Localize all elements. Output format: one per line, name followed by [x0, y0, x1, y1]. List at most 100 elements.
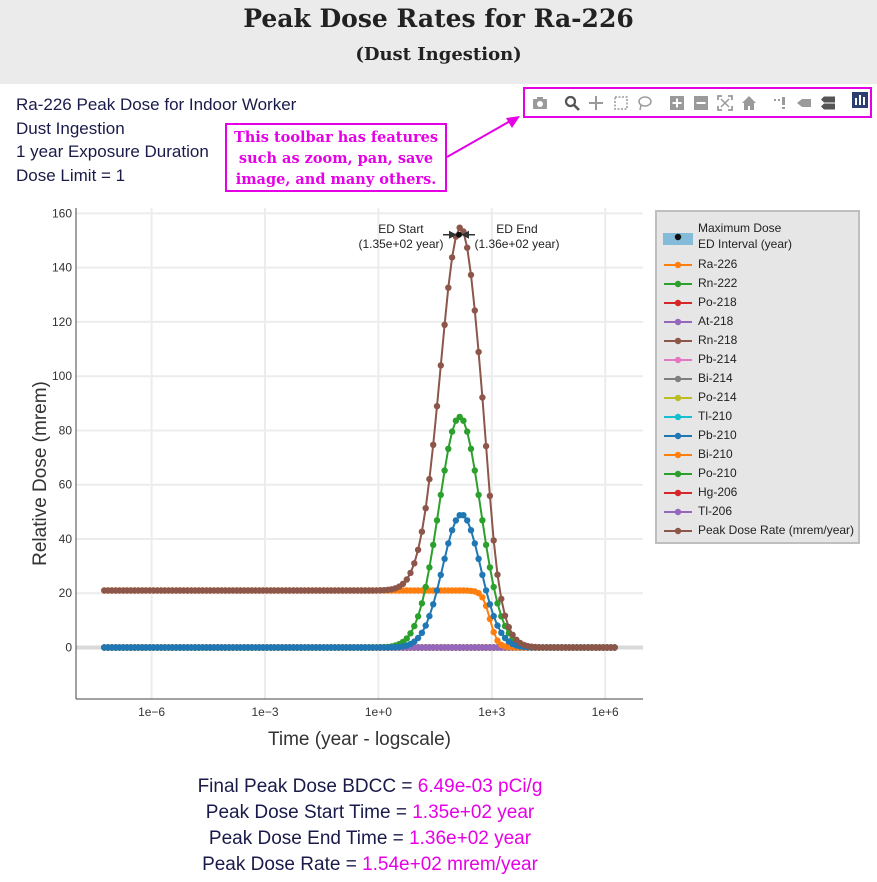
data-point[interactable]	[441, 555, 448, 562]
data-point[interactable]	[437, 571, 444, 579]
data-point[interactable]	[411, 622, 418, 630]
hover-closest-icon[interactable]	[796, 95, 812, 111]
data-point[interactable]	[486, 492, 494, 499]
data-point[interactable]	[430, 541, 437, 549]
data-point[interactable]	[490, 628, 497, 636]
data-point[interactable]	[414, 613, 422, 620]
spike-lines-icon[interactable]	[772, 95, 788, 111]
legend-item-at-218[interactable]: At-218	[657, 313, 857, 331]
legend-item-peak-dose-rate-mrem-year-[interactable]: Peak Dose Rate (mrem/year)	[657, 522, 857, 540]
zoom-icon[interactable]	[564, 95, 580, 111]
legend-item-tl-206[interactable]: Tl-206	[657, 503, 857, 521]
data-point[interactable]	[426, 612, 433, 620]
data-point[interactable]	[445, 445, 452, 452]
camera-icon[interactable]	[532, 95, 548, 111]
data-point[interactable]	[475, 348, 482, 356]
legend-item-pb-214[interactable]: Pb-214	[657, 351, 857, 369]
data-point[interactable]	[448, 428, 456, 435]
data-point[interactable]	[471, 467, 478, 474]
data-point[interactable]	[437, 491, 444, 499]
data-point[interactable]	[414, 546, 422, 553]
data-point[interactable]	[399, 580, 407, 587]
data-point[interactable]	[486, 564, 494, 571]
data-point[interactable]	[418, 528, 426, 535]
data-point[interactable]	[418, 600, 426, 607]
legend-item-ra-226[interactable]: Ra-226	[657, 256, 857, 274]
data-point[interactable]	[505, 623, 512, 631]
data-point[interactable]	[498, 595, 505, 603]
data-point[interactable]	[464, 428, 471, 435]
data-point[interactable]	[494, 637, 501, 644]
data-point[interactable]	[441, 467, 448, 474]
data-point[interactable]	[475, 590, 482, 597]
data-point[interactable]	[494, 571, 501, 578]
data-point[interactable]	[448, 527, 456, 534]
max-dose-point[interactable]	[455, 231, 462, 238]
data-point[interactable]	[498, 629, 505, 636]
data-point[interactable]	[611, 644, 618, 651]
data-point[interactable]	[411, 560, 418, 567]
data-point[interactable]	[448, 254, 456, 261]
data-point[interactable]	[467, 271, 475, 279]
data-point[interactable]	[445, 284, 452, 291]
legend-item-po-214[interactable]: Po-214	[657, 389, 857, 407]
data-point[interactable]	[407, 630, 414, 637]
data-point[interactable]	[490, 537, 497, 544]
data-point[interactable]	[460, 512, 467, 519]
legend-item-pb-210[interactable]: Pb-210	[657, 427, 857, 445]
data-point[interactable]	[426, 564, 433, 571]
box-select-icon[interactable]	[613, 95, 629, 111]
data-point[interactable]	[464, 244, 471, 251]
data-point[interactable]	[403, 576, 410, 583]
legend-item-rn-222[interactable]: Rn-222	[657, 275, 857, 293]
legend-item-max-dose[interactable]: Maximum Dose ED Interval (year)	[657, 220, 857, 254]
data-point[interactable]	[467, 445, 475, 452]
pan-icon[interactable]	[588, 95, 604, 111]
zoom-out-icon[interactable]	[693, 95, 709, 111]
data-point[interactable]	[430, 601, 437, 608]
data-point[interactable]	[479, 594, 486, 601]
data-point[interactable]	[422, 622, 429, 629]
data-point[interactable]	[471, 307, 478, 314]
zoom-in-icon[interactable]	[669, 95, 685, 111]
data-point[interactable]	[433, 587, 441, 594]
data-point[interactable]	[464, 517, 471, 524]
data-point[interactable]	[509, 631, 516, 638]
data-point[interactable]	[479, 571, 486, 579]
legend-item-po-218[interactable]: Po-218	[657, 294, 857, 312]
data-point[interactable]	[467, 527, 475, 534]
data-point[interactable]	[414, 634, 422, 642]
data-point[interactable]	[422, 583, 429, 591]
data-point[interactable]	[494, 600, 501, 607]
legend-item-bi-214[interactable]: Bi-214	[657, 370, 857, 388]
legend-item-hg-206[interactable]: Hg-206	[657, 484, 857, 502]
data-point[interactable]	[482, 442, 490, 450]
data-point[interactable]	[433, 403, 441, 410]
data-point[interactable]	[475, 555, 482, 562]
data-point[interactable]	[475, 491, 482, 499]
data-point[interactable]	[482, 587, 490, 594]
autoscale-icon[interactable]	[717, 95, 733, 111]
data-point[interactable]	[422, 505, 429, 512]
data-point[interactable]	[490, 583, 497, 591]
data-point[interactable]	[403, 635, 410, 642]
lasso-select-icon[interactable]	[637, 95, 653, 111]
data-point[interactable]	[460, 417, 467, 424]
data-point[interactable]	[452, 517, 460, 524]
data-point[interactable]	[430, 441, 437, 448]
data-point[interactable]	[445, 540, 452, 547]
data-point[interactable]	[441, 321, 448, 328]
hover-compare-icon[interactable]	[820, 95, 836, 111]
legend-item-bi-210[interactable]: Bi-210	[657, 446, 857, 464]
data-point[interactable]	[433, 517, 441, 524]
data-point[interactable]	[479, 394, 486, 401]
reset-axes-icon[interactable]	[741, 95, 757, 111]
data-point[interactable]	[437, 362, 444, 369]
legend-item-tl-210[interactable]: Tl-210	[657, 408, 857, 426]
legend-item-rn-218[interactable]: Rn-218	[657, 332, 857, 350]
data-point[interactable]	[486, 601, 494, 608]
legend-item-po-210[interactable]: Po-210	[657, 465, 857, 483]
data-point[interactable]	[479, 517, 486, 524]
data-point[interactable]	[426, 475, 433, 483]
data-point[interactable]	[482, 541, 490, 549]
